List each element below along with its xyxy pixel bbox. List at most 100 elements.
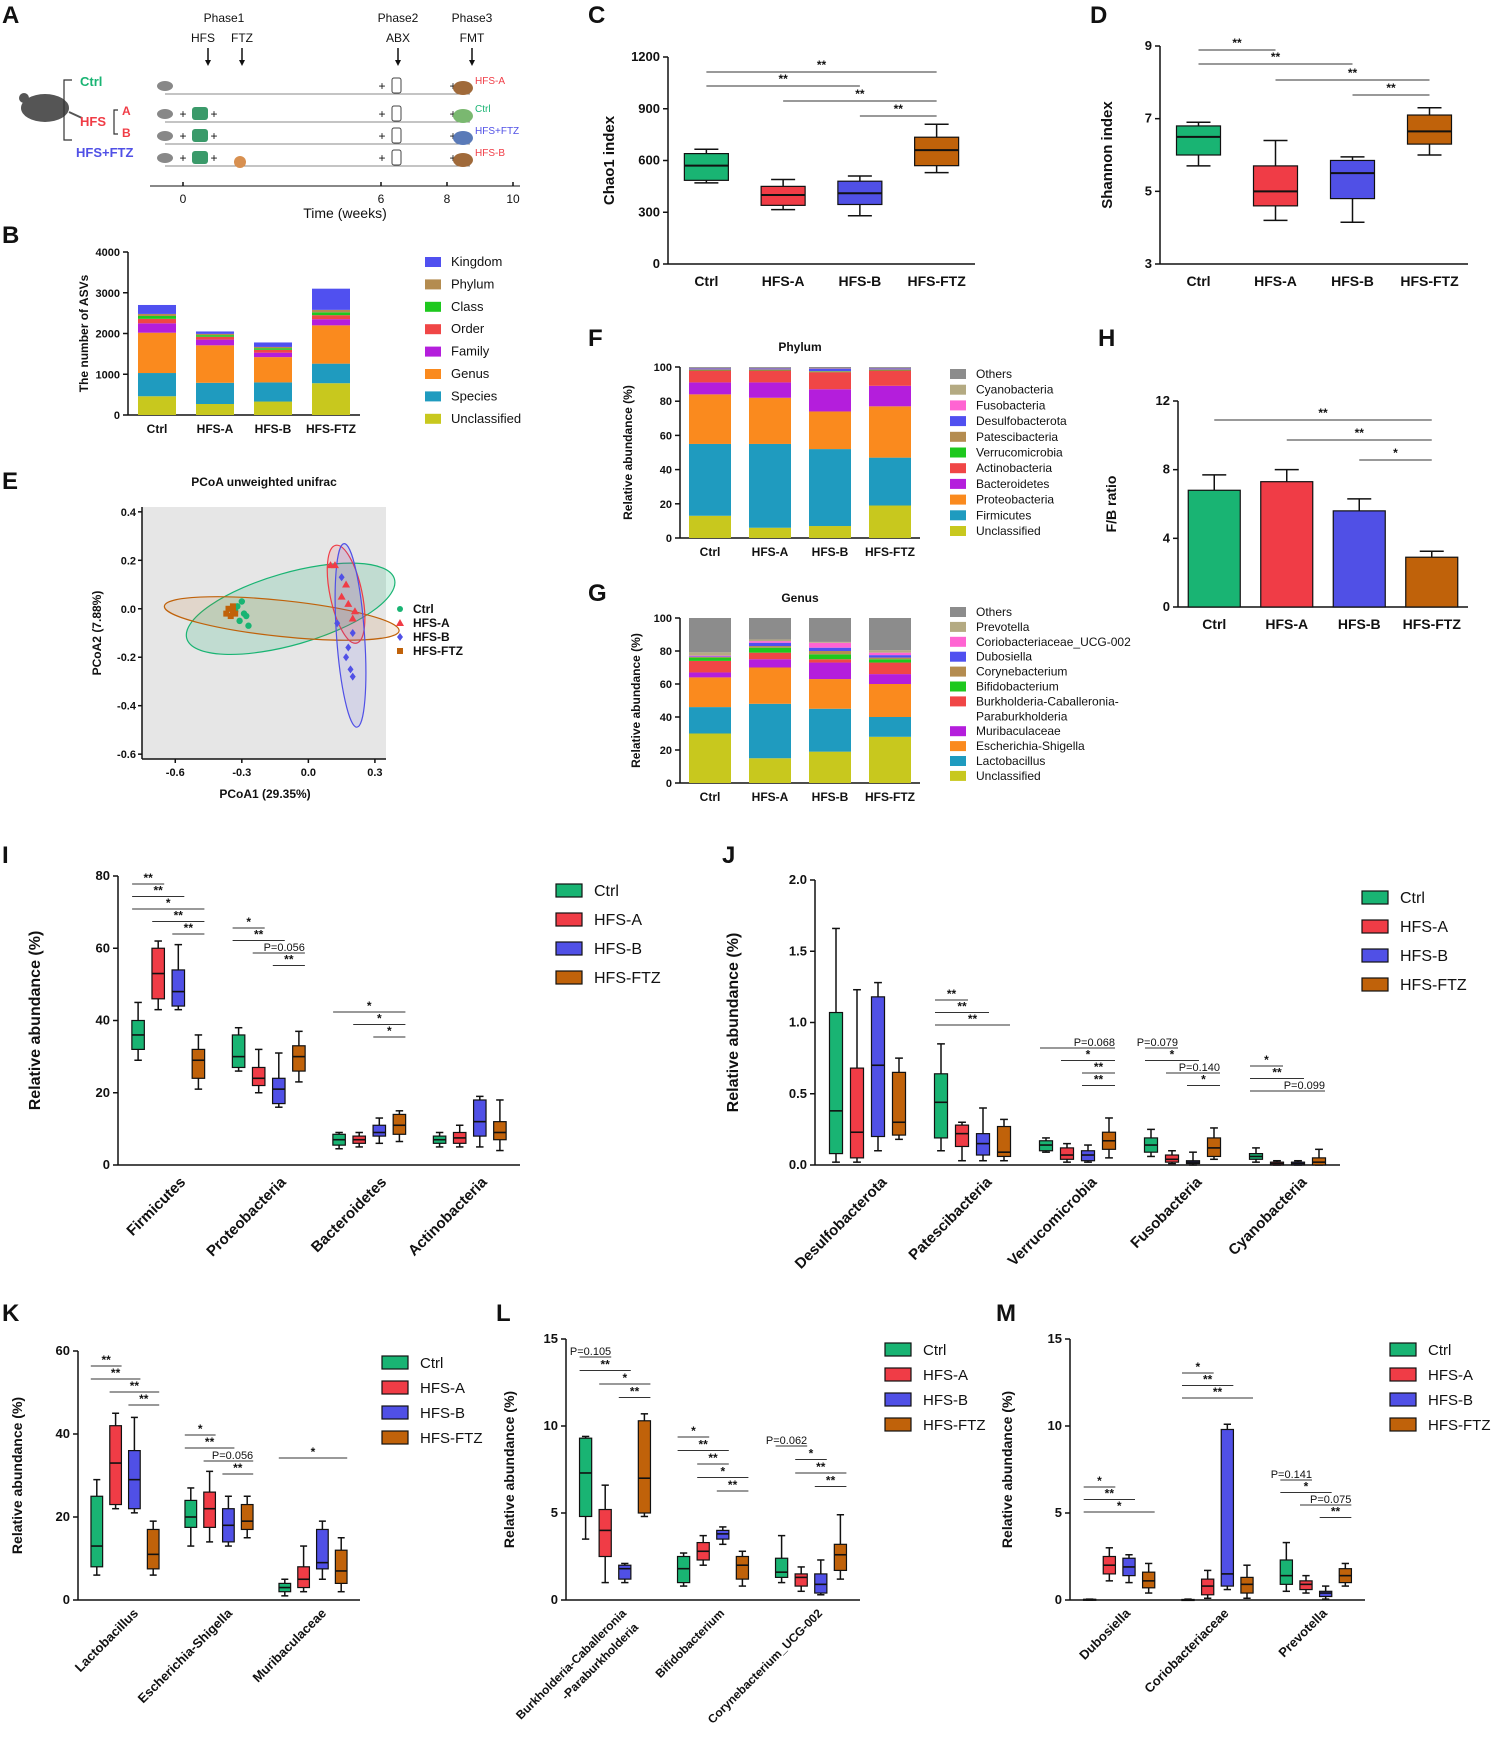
point-hfs-ftz xyxy=(229,603,236,610)
panel-label-d: D xyxy=(1090,2,1108,29)
legend-label: Burkholderia-Caballeronia- xyxy=(976,694,1119,708)
x-tick-label: HFS-A xyxy=(752,545,789,559)
box-hfs-ftz xyxy=(833,1543,848,1572)
stack-segment-lactobacillus xyxy=(809,708,851,752)
significance-label: ** xyxy=(1272,1066,1282,1080)
x-tick-label: -0.3 xyxy=(232,767,251,779)
box-hfs-ftz xyxy=(891,1071,907,1136)
significance-label: ** xyxy=(1348,66,1358,80)
fmt-donor-icon xyxy=(453,131,473,145)
subgroup-label-b: B xyxy=(122,126,131,140)
stack-segment-corynebacterium xyxy=(809,651,851,655)
plus-sign: + xyxy=(378,79,385,93)
significance-label: ** xyxy=(233,1461,243,1475)
stack-segment-burkholderia-caballeronia-paraburkholderia xyxy=(869,662,911,675)
significance-label: ** xyxy=(154,884,164,898)
stack-segment-others xyxy=(869,618,911,651)
mouse-icon xyxy=(157,81,173,91)
stack-segment-firmicutes xyxy=(689,443,731,516)
legend-label: HFS-B xyxy=(923,1392,968,1409)
phase-item: FTZ xyxy=(231,31,253,45)
significance-label: P=0.056 xyxy=(212,1450,253,1462)
legend-swatch xyxy=(950,741,966,752)
stack-segment-cyanobacteria xyxy=(689,367,731,369)
y-tick-label: 0.2 xyxy=(121,555,136,567)
stack-segment-corynebacterium xyxy=(749,646,791,648)
stack-segment-muribaculaceae xyxy=(689,672,731,678)
legend-label: Corynebacterium xyxy=(976,665,1067,679)
stack-segment-bifidobacterium xyxy=(869,659,911,663)
point-hfs-ftz xyxy=(227,613,234,620)
recipient-label: HFS-B xyxy=(475,148,505,159)
box-ctrl xyxy=(1175,125,1222,156)
stack-segment-phylum xyxy=(254,346,292,349)
legend-label: Firmicutes xyxy=(976,508,1031,522)
stack-segment-proteobacteria xyxy=(749,397,791,444)
stack-segment-bacteroidetes xyxy=(689,382,731,395)
legend-label: HFS-B xyxy=(594,941,642,958)
legend-label: Ctrl xyxy=(413,602,434,616)
stack-segment-muribaculaceae xyxy=(749,659,791,668)
stack-segment-kingdom xyxy=(196,331,234,334)
y-tick-label: 1200 xyxy=(631,49,660,64)
stack-segment-unclassified xyxy=(869,505,911,538)
mouse-icon xyxy=(21,94,69,122)
box-hfs-ftz xyxy=(392,1113,407,1135)
mouse-icon xyxy=(157,153,173,163)
legend-label: HFS-A xyxy=(923,1367,968,1384)
legend-swatch xyxy=(950,756,966,766)
stack-segment-genus xyxy=(196,345,234,383)
legend-swatch xyxy=(950,463,966,474)
significance-label: ** xyxy=(1094,1073,1104,1087)
phase-label: Phase1 xyxy=(204,11,245,25)
legend-swatch xyxy=(950,681,966,692)
stack-segment-unclassified xyxy=(869,736,911,783)
significance-label: ** xyxy=(130,1379,140,1393)
y-axis-title: Relative abundance (%) xyxy=(621,385,635,520)
panel-label-a: A xyxy=(2,2,20,29)
stack-segment-class xyxy=(254,348,292,350)
stack-segment-genus xyxy=(138,332,176,374)
y-tick-label: 4 xyxy=(1163,530,1171,545)
box-hfs-a xyxy=(598,1508,612,1558)
legend-label: HFS-B xyxy=(420,1405,465,1422)
legend-swatch xyxy=(950,369,966,379)
stack-segment-order xyxy=(196,336,234,340)
y-tick-label: 80 xyxy=(660,396,672,408)
arrow-head-icon xyxy=(395,60,401,66)
stack-segment-unclassified xyxy=(809,751,851,783)
legend-label: HFS-FTZ xyxy=(420,1430,482,1447)
y-tick-label: 0 xyxy=(666,778,672,790)
significance-label: ** xyxy=(855,87,865,101)
y-axis-title: Relative abundance (%) xyxy=(725,933,742,1113)
box-hfs-ftz xyxy=(914,136,960,167)
box-hfs-b xyxy=(870,996,886,1138)
legend-swatch xyxy=(381,1380,409,1395)
legend-swatch xyxy=(555,970,583,985)
legend-swatch xyxy=(425,301,441,312)
significance-label: * xyxy=(1086,1048,1091,1062)
stack-segment-dubosiella xyxy=(869,655,911,658)
abx-bottle-icon xyxy=(391,105,402,122)
legend-swatch xyxy=(884,1392,912,1407)
group-label-hfs-ftz: HFS+FTZ xyxy=(76,145,133,160)
significance-label: ** xyxy=(1213,1385,1223,1399)
legend-label: Order xyxy=(451,321,485,336)
stack-segment-others xyxy=(869,367,911,368)
group-label-hfs: HFS xyxy=(80,114,106,129)
legend-label: Escherichia-Shigella xyxy=(976,739,1085,753)
stack-segment-dubosiella xyxy=(749,642,791,647)
legend-swatch xyxy=(425,279,441,290)
point-ctrl xyxy=(245,622,252,629)
significance-label: ** xyxy=(174,909,184,923)
legend-swatch xyxy=(950,431,966,442)
time-tick-label: 6 xyxy=(378,192,385,206)
significance-label: * xyxy=(622,1371,627,1385)
box-ctrl xyxy=(774,1557,789,1578)
y-tick-label: 12 xyxy=(1156,393,1170,408)
significance-label: ** xyxy=(778,72,788,86)
x-tick-label: HFS-B xyxy=(812,790,849,804)
y-tick-label: 0.0 xyxy=(789,1157,807,1172)
group-label-ctrl: Ctrl xyxy=(80,74,102,89)
y-axis-title: Relative abundance (%) xyxy=(629,633,643,768)
